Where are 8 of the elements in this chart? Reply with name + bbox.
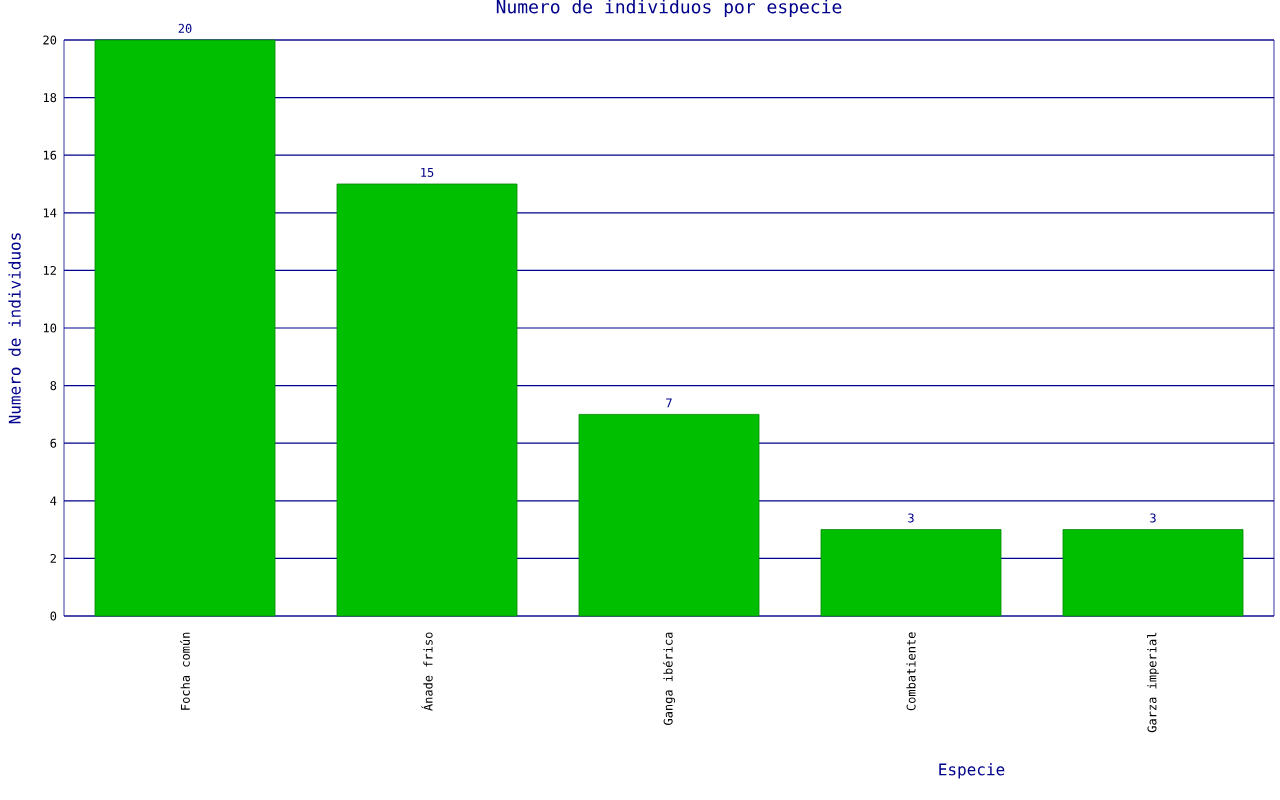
chart-title: Numero de individuos por especie [496, 0, 842, 17]
y-axis-title: Numero de individuos [8, 233, 21, 424]
bar [820, 529, 1002, 617]
bar [94, 39, 276, 617]
bar [1062, 529, 1244, 617]
bar [336, 183, 518, 617]
bar [578, 414, 760, 617]
x-axis-title: Especie [939, 763, 1005, 779]
